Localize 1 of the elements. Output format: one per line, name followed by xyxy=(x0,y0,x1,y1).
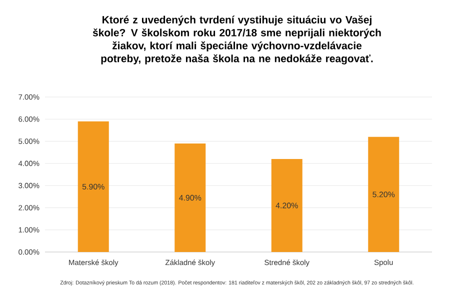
chart-title: Ktoré z uvedených tvrdení vystihuje situáciu vo Vašej škole? V školskom roku 2017/18 sme neprijali niektorých žiakov, ktorí mali špeciálne výchovno-vzdelávacie potreby, pretože naša škola na ne nedokáže reagovať. xyxy=(92,16,381,64)
